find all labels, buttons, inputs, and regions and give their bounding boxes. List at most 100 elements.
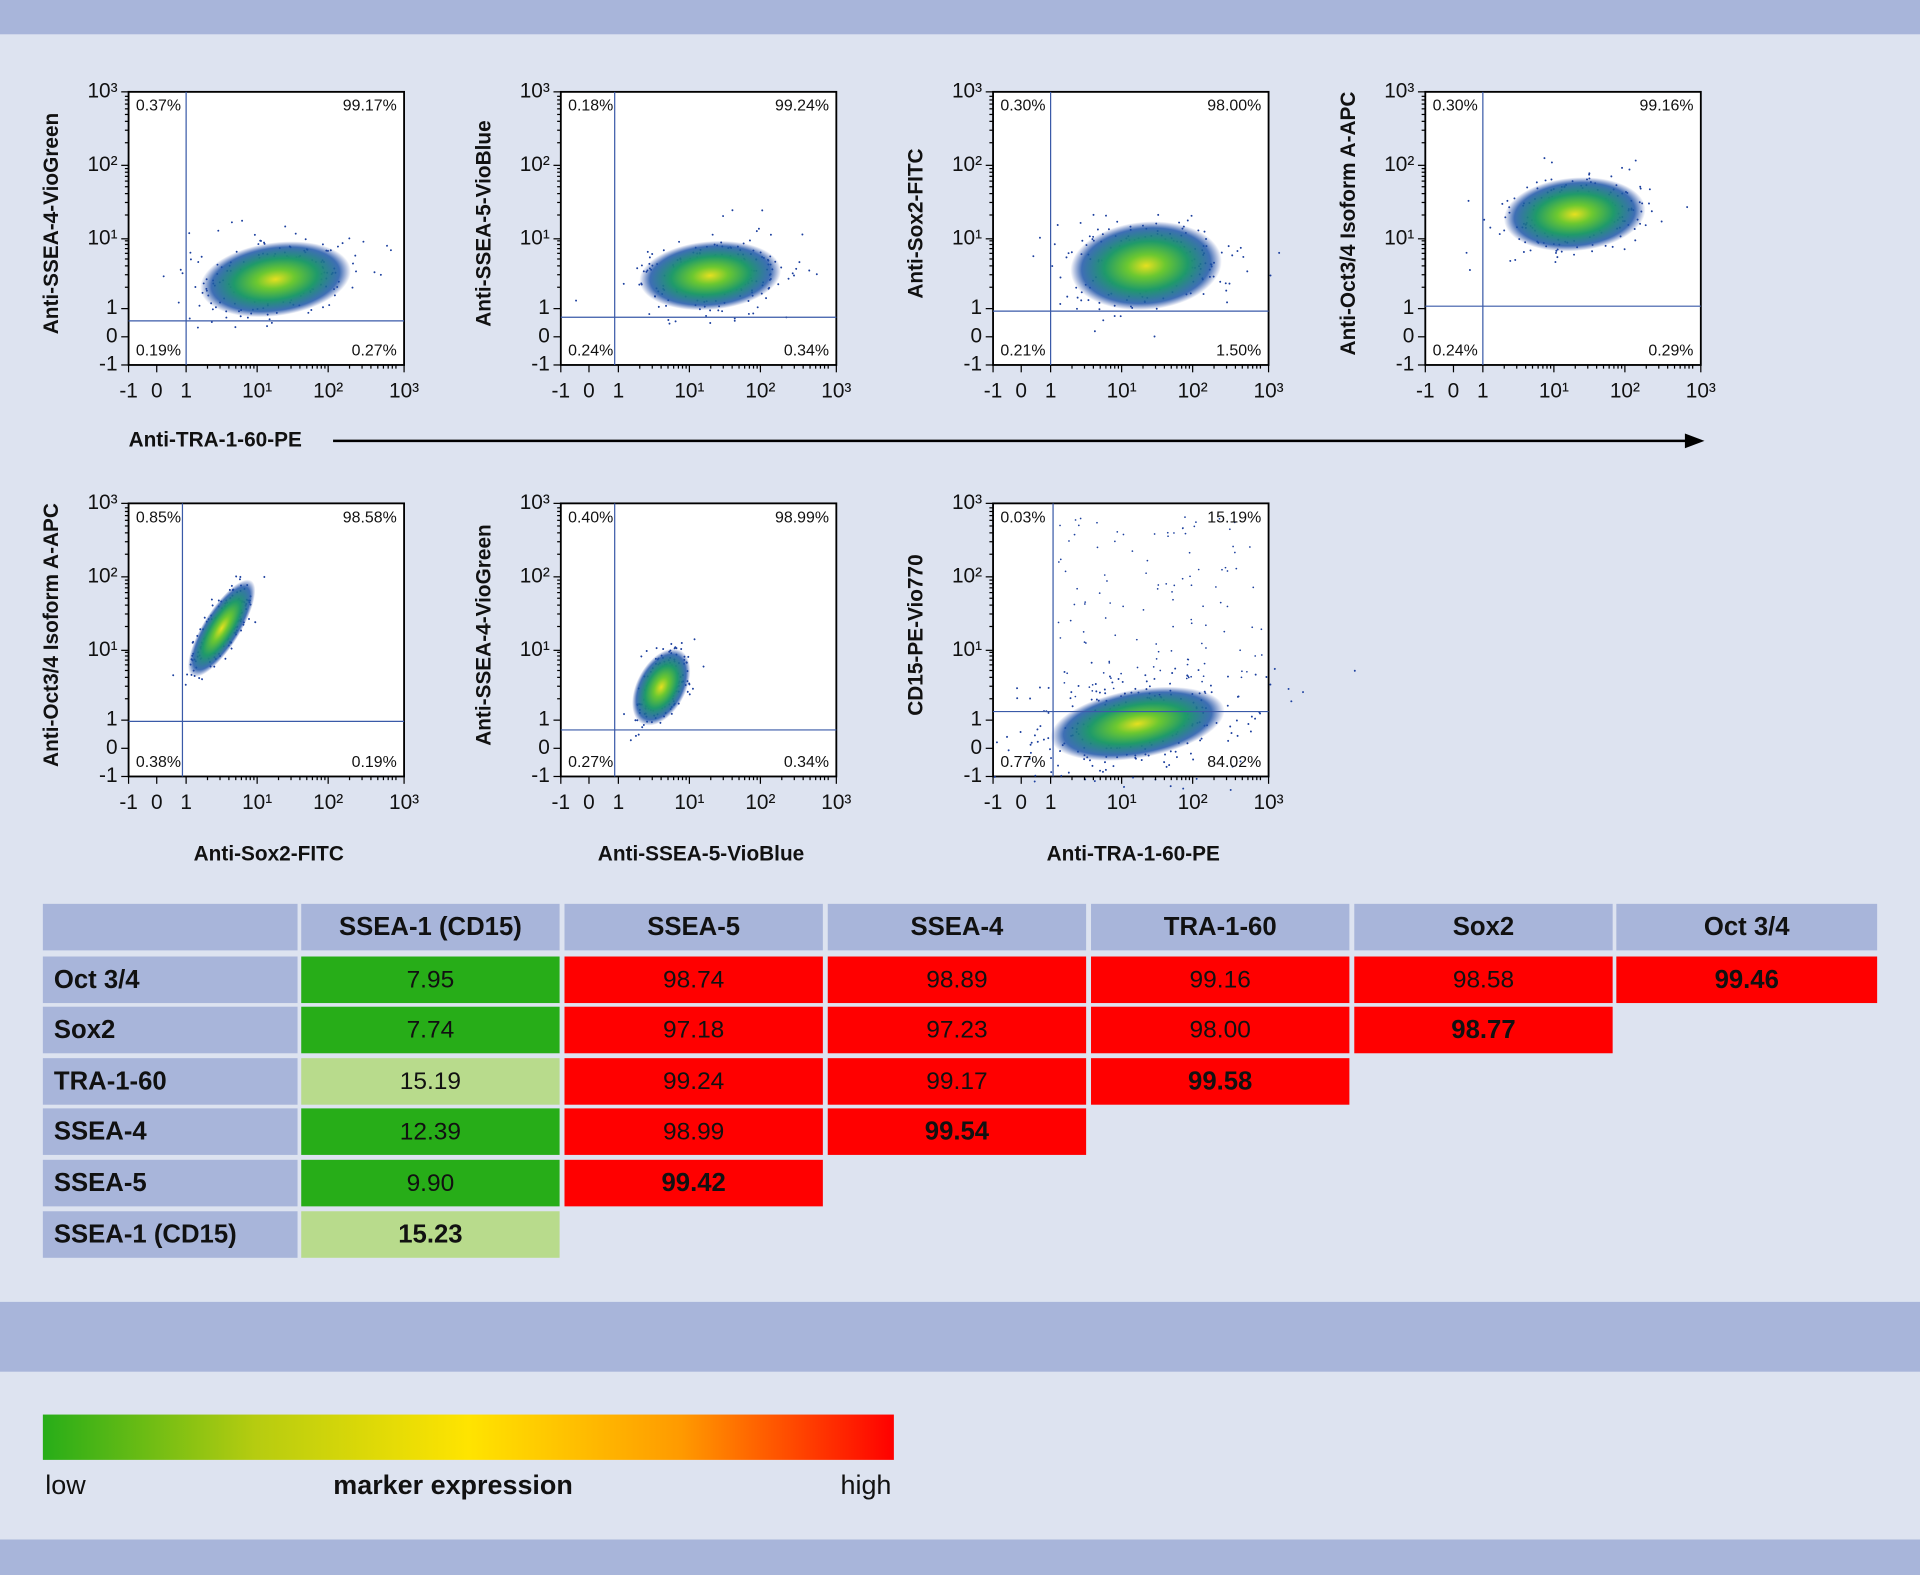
event-dot: [1108, 660, 1111, 663]
event-dot: [1232, 545, 1234, 548]
event-dot: [1090, 698, 1093, 701]
event-dot: [1108, 662, 1111, 664]
event-dot: [1042, 738, 1045, 741]
density-core: [632, 648, 691, 726]
column-header: TRA-1-60: [1164, 913, 1277, 941]
event-dot: [1132, 776, 1135, 779]
event-dot: [1190, 584, 1193, 587]
legend-gradient: [42, 1414, 894, 1460]
event-dot: [196, 326, 199, 329]
event-dot: [1171, 591, 1173, 593]
event-dot: [1157, 650, 1160, 653]
event-dot: [686, 690, 689, 693]
event-dot: [1353, 669, 1356, 672]
event-dot: [1096, 546, 1099, 549]
event-dot: [1036, 728, 1039, 731]
event-dot: [1028, 757, 1031, 760]
event-dot: [1498, 233, 1501, 236]
table-cell: [1091, 1006, 1350, 1054]
event-dot: [1039, 725, 1042, 728]
event-dot: [1019, 731, 1022, 733]
event-dot: [793, 274, 795, 277]
event-dot: [1184, 516, 1186, 518]
event-dot: [1059, 524, 1061, 527]
event-dot: [798, 261, 801, 264]
event-dot: [379, 273, 382, 276]
event-dot: [1221, 568, 1223, 571]
event-dot: [709, 322, 712, 324]
event-dot: [629, 739, 632, 742]
x-tick-label: 10¹: [1107, 379, 1137, 402]
y-tick-label: -1: [1396, 352, 1414, 375]
y-axis-label: Anti-Oct3/4 Isoform A-APC: [1337, 92, 1360, 356]
event-dot: [1175, 756, 1178, 759]
event-dot: [1573, 253, 1576, 256]
x-tick-label: 0: [583, 379, 595, 402]
event-dot: [1084, 601, 1087, 603]
event-dot: [1251, 626, 1254, 629]
event-dot: [1235, 719, 1238, 722]
event-dot: [1489, 226, 1492, 229]
event-dot: [1189, 575, 1191, 578]
event-dot: [321, 243, 324, 246]
event-dot: [1081, 239, 1084, 242]
x-tick-label: 1: [1477, 379, 1489, 402]
event-dot: [1156, 588, 1159, 590]
table-cell: [301, 1108, 560, 1155]
x-tick-label: 10¹: [242, 791, 272, 814]
event-dot: [648, 313, 651, 316]
event-dot: [680, 648, 683, 651]
event-dot: [1197, 669, 1200, 672]
event-dot: [1098, 592, 1101, 595]
plot-area: [559, 502, 838, 778]
column-header-cell: [1091, 903, 1350, 951]
event-dot: [1182, 787, 1185, 790]
event-dot: [1016, 687, 1019, 690]
event-dot: [1550, 178, 1553, 181]
event-dot: [1140, 759, 1143, 762]
x-tick-label: 10²: [1178, 379, 1208, 402]
event-dot: [1069, 697, 1072, 700]
cell-population: [993, 661, 1356, 791]
event-dot: [1104, 692, 1107, 695]
event-dot: [211, 604, 214, 607]
event-dot: [1071, 705, 1074, 708]
event-dot: [1077, 524, 1080, 527]
event-dot: [1053, 243, 1056, 246]
event-dot: [693, 638, 696, 641]
event-dot: [181, 272, 184, 275]
y-tick-label: 10¹: [87, 638, 117, 661]
event-dot: [575, 299, 578, 302]
x-tick-label: 0: [151, 791, 163, 814]
event-dot: [705, 314, 708, 317]
y-tick-label: 10¹: [520, 638, 550, 661]
event-dot: [1223, 630, 1226, 633]
y-axis-label: Anti-Oct3/4 Isoform A-APC: [40, 503, 63, 767]
table-cell: [564, 1006, 823, 1054]
event-dot: [1047, 737, 1050, 740]
event-dot: [1290, 700, 1293, 703]
x-tick-label: 1: [180, 791, 192, 814]
event-dot: [674, 646, 677, 649]
x-tick-label: -1: [984, 379, 1002, 402]
event-dot: [217, 229, 220, 232]
event-dot: [1064, 570, 1067, 573]
row-header: Sox2: [54, 1016, 115, 1044]
event-dot: [680, 642, 683, 644]
event-dot: [1544, 179, 1547, 182]
quadrant-label: 0.19%: [352, 754, 397, 771]
event-dot: [1050, 771, 1053, 774]
event-dot: [1047, 711, 1050, 714]
cell-value: 99.58: [1188, 1067, 1252, 1095]
y-axis-label: Anti-SSEA-4-VioGreen: [472, 524, 495, 746]
event-dot: [1085, 642, 1087, 644]
event-dot: [1116, 220, 1119, 223]
event-dot: [1144, 674, 1147, 677]
event-dot: [1105, 214, 1107, 217]
event-dot: [1234, 551, 1236, 554]
cell-value: 7.74: [407, 1017, 455, 1044]
y-tick-label: 1: [1403, 296, 1415, 319]
x-tick-label: 10³: [389, 791, 419, 814]
event-dot: [351, 286, 354, 289]
